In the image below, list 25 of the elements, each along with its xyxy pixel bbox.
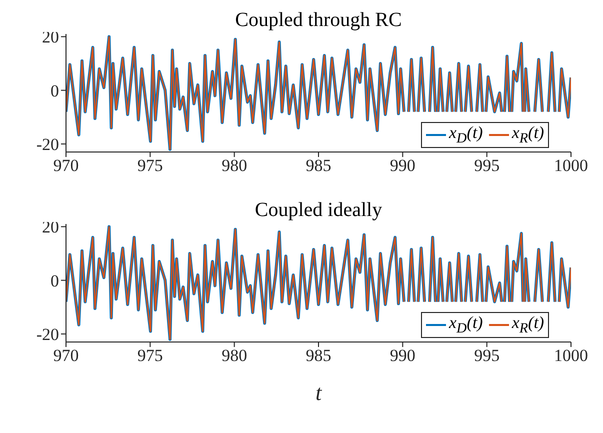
x-tick-label: 990 <box>390 346 416 366</box>
x-tick-label: 995 <box>474 346 500 366</box>
x-tick-label: 970 <box>53 346 79 366</box>
legend-label: x$_{R}$(t) <box>512 313 544 338</box>
legend-label: x$_{R}$(t) <box>512 123 544 148</box>
x-tick-label: 985 <box>306 346 332 366</box>
x-tick-label: 980 <box>222 346 248 366</box>
x-tick-label: 995 <box>474 156 500 176</box>
x-tick-label: 985 <box>306 156 332 176</box>
chart-title: Coupled through RC <box>235 9 402 31</box>
y-tick-label: -20 <box>36 324 59 344</box>
legend-label: x$_{D}$(t) <box>449 123 483 148</box>
y-tick-label: 0 <box>50 81 59 100</box>
chart-title: Coupled ideally <box>254 199 382 221</box>
x-tick-label: 980 <box>222 156 248 176</box>
y-tick-label: -20 <box>36 134 59 154</box>
x-tick-label: 975 <box>137 346 163 366</box>
y-tick-label: 0 <box>50 271 59 290</box>
x-tick-label: 1000 <box>554 346 588 366</box>
x-tick-label: 975 <box>137 156 163 176</box>
x-axis-title: t <box>315 380 322 405</box>
legend-label: x$_{D}$(t) <box>449 313 483 338</box>
x-tick-label: 970 <box>53 156 79 176</box>
x-tick-label: 990 <box>390 156 416 176</box>
x-tick-label: 1000 <box>554 156 588 176</box>
